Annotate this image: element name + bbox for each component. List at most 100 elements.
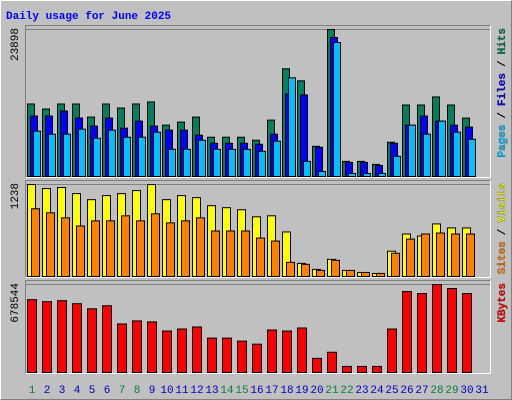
x-tick-label: 4 xyxy=(74,385,81,397)
bar xyxy=(241,230,250,277)
bar xyxy=(453,131,461,177)
bar xyxy=(222,337,232,373)
bar xyxy=(421,233,430,278)
bar xyxy=(108,129,116,177)
legend-entry: Sites xyxy=(497,241,509,274)
bar xyxy=(93,137,101,177)
x-tick-label: 26 xyxy=(400,385,413,397)
bar xyxy=(63,133,71,178)
bar xyxy=(106,220,115,277)
x-tick-label: 15 xyxy=(235,385,248,397)
bar xyxy=(117,323,127,374)
bar xyxy=(198,139,206,178)
x-tick-label: 19 xyxy=(295,385,308,397)
bar xyxy=(438,120,446,177)
x-tick-label: 29 xyxy=(445,385,458,397)
bar xyxy=(151,213,160,278)
y-tick-label: 1238 xyxy=(10,183,22,209)
legend-entry: Visits xyxy=(497,183,509,223)
bar xyxy=(391,252,400,278)
x-tick-label: 7 xyxy=(119,385,126,397)
x-tick-label: 5 xyxy=(89,385,96,397)
bar xyxy=(183,148,191,177)
bar xyxy=(348,172,356,178)
bar xyxy=(417,293,427,374)
bar xyxy=(372,365,382,373)
chart-title: Daily usage for June 2025 xyxy=(6,11,171,23)
bar xyxy=(153,131,161,177)
x-tick-label: 22 xyxy=(340,385,353,397)
bar xyxy=(138,136,146,177)
bar xyxy=(303,160,311,178)
bar xyxy=(213,148,221,177)
bar xyxy=(196,217,205,277)
bar xyxy=(226,230,235,277)
bar xyxy=(237,340,247,374)
legend: Sites / Visits xyxy=(497,183,509,274)
x-tick-label: 3 xyxy=(59,385,66,397)
bar xyxy=(177,328,187,373)
x-tick-label: 18 xyxy=(280,385,293,397)
x-tick-label: 28 xyxy=(430,385,443,397)
bar xyxy=(78,128,86,178)
x-tick-label: 16 xyxy=(250,385,263,397)
x-tick-label: 21 xyxy=(325,385,339,397)
bar xyxy=(162,330,172,373)
bar xyxy=(312,357,322,374)
y-tick-label: 678544 xyxy=(10,283,22,323)
bar xyxy=(46,212,55,277)
legend-entry: Files xyxy=(497,73,509,106)
bar xyxy=(451,233,460,278)
bar xyxy=(91,220,100,277)
bar xyxy=(447,288,457,373)
x-tick-label: 1 xyxy=(29,385,36,397)
bar xyxy=(301,263,310,277)
bar xyxy=(408,124,416,178)
legend-separator: / xyxy=(497,60,509,67)
legend-entry: Hits xyxy=(497,28,509,54)
bar xyxy=(357,365,367,373)
bar xyxy=(258,150,266,178)
bar xyxy=(243,148,251,177)
bar xyxy=(331,259,340,277)
x-tick-label: 20 xyxy=(310,385,323,397)
bar xyxy=(228,148,236,177)
bar xyxy=(378,172,386,178)
bar xyxy=(342,365,352,373)
legend-separator: / xyxy=(497,228,509,235)
bar xyxy=(361,271,370,278)
legend: Pages / Files / Hits xyxy=(497,28,509,158)
bar xyxy=(72,303,82,373)
bar xyxy=(192,326,202,373)
x-tick-label: 14 xyxy=(220,385,234,397)
bar xyxy=(316,269,325,277)
x-tick-label: 27 xyxy=(415,385,428,397)
bar xyxy=(256,237,265,277)
bar xyxy=(346,269,355,277)
x-tick-label: 13 xyxy=(205,385,218,397)
bar xyxy=(318,170,326,177)
panel-light xyxy=(25,180,491,278)
bar xyxy=(57,300,67,373)
bar xyxy=(288,77,296,177)
bar xyxy=(282,330,292,373)
bar xyxy=(31,208,40,277)
legend-entry: Pages xyxy=(497,125,509,158)
bar xyxy=(436,232,445,278)
bar xyxy=(363,172,371,178)
bar xyxy=(271,240,280,278)
x-tick-label: 9 xyxy=(149,385,156,397)
x-tick-label: 24 xyxy=(370,385,384,397)
bar xyxy=(27,299,37,373)
bar xyxy=(393,155,401,178)
bar xyxy=(333,42,341,178)
bar xyxy=(466,233,475,278)
bar xyxy=(286,261,295,278)
bar xyxy=(102,305,112,373)
bar xyxy=(211,230,220,277)
bar xyxy=(297,327,307,374)
bar xyxy=(181,220,190,277)
x-tick-label: 31 xyxy=(475,385,489,397)
